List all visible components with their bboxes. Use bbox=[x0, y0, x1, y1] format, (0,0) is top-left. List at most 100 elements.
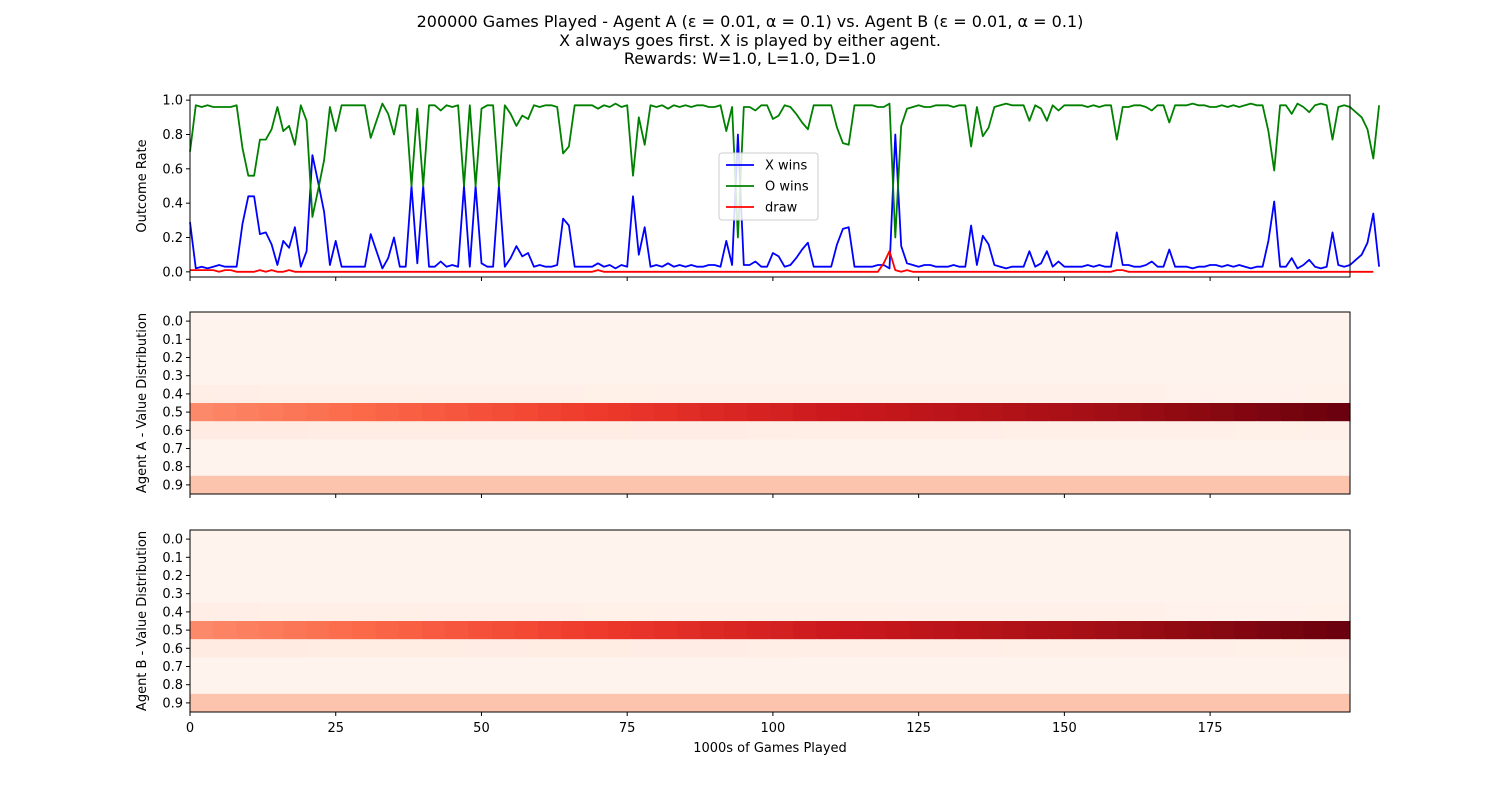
agent-a-cell-row-0.6 bbox=[932, 421, 957, 440]
agent-a-cell-row-0.5 bbox=[538, 403, 562, 422]
agent-a-cell-row-0.5 bbox=[723, 403, 748, 422]
agent-b-cell-row-0.6 bbox=[445, 639, 469, 658]
y-tick-label: 0.8 bbox=[162, 678, 183, 693]
agent-a-cell-row-0.5 bbox=[329, 403, 353, 422]
agent-b-cell-row-0.5 bbox=[259, 621, 284, 640]
agent-a-cell-row-0.4 bbox=[1326, 384, 1351, 404]
agent-b-cell-row-0.5 bbox=[213, 621, 237, 640]
agent-b-cell-row-0.6 bbox=[259, 639, 284, 658]
outcome-y-axis-label: Outcome Rate bbox=[135, 139, 150, 232]
agent-b-cell-row-0.4 bbox=[514, 602, 539, 622]
x-tick-label: 25 bbox=[327, 721, 344, 736]
agent-b-cell-row-0.4 bbox=[1280, 602, 1305, 622]
agent-b-cell-row-0.0 bbox=[190, 530, 1350, 549]
agent-b-value-panel: 0.0 0.1 0.2 0.3 0.4 0.5 0.6 0.7 0.8 0.90 25 50 75 100… bbox=[135, 529, 1351, 756]
agent-b-cell-row-0.6 bbox=[1210, 639, 1235, 658]
agent-a-cell-row-0.5 bbox=[677, 403, 701, 422]
y-tick-label: 0.8 bbox=[162, 460, 183, 475]
agent-b-cell-row-0.5 bbox=[1002, 621, 1026, 640]
agent-b-cell-row-0.4 bbox=[1326, 602, 1351, 622]
agent-b-cell-row-0.4 bbox=[491, 602, 516, 622]
agent-a-cell-row-0.5 bbox=[491, 403, 516, 422]
agent-a-cell-row-0.6 bbox=[607, 421, 632, 440]
agent-b-cell-row-0.5 bbox=[422, 621, 446, 640]
agent-a-cell-row-0.6 bbox=[1303, 421, 1328, 440]
agent-a-cell-row-0.6 bbox=[630, 421, 655, 440]
y-tick-label: 0.3 bbox=[162, 369, 183, 384]
agent-a-cell-row-0.6 bbox=[190, 421, 214, 440]
agent-b-cell-row-0.5 bbox=[445, 621, 469, 640]
agent-b-cell-row-0.6 bbox=[584, 639, 609, 658]
agent-a-cell-row-0.5 bbox=[770, 403, 794, 422]
y-tick-label: 0.7 bbox=[162, 442, 183, 457]
agent-a-cell-row-0.5 bbox=[978, 403, 1003, 422]
agent-a-cell-row-0.5 bbox=[236, 403, 261, 422]
agent-a-cell-row-0.6 bbox=[1234, 421, 1258, 440]
agent-a-cell-row-0.6 bbox=[561, 421, 585, 440]
y-tick-label: 0.6 bbox=[162, 424, 183, 439]
agent-b-cell-row-0.5 bbox=[932, 621, 957, 640]
agent-a-cell-row-0.6 bbox=[259, 421, 284, 440]
agent-a-cell-row-0.4 bbox=[1002, 384, 1026, 404]
agent-a-cell-row-0.5 bbox=[1326, 403, 1351, 422]
agent-a-cell-row-0.4 bbox=[607, 384, 632, 404]
agent-b-cell-row-0.4 bbox=[1210, 602, 1235, 622]
agent-b-cell-row-0.5 bbox=[1234, 621, 1258, 640]
agent-b-cell-row-0.4 bbox=[398, 602, 423, 622]
x-tick-label: 100 bbox=[761, 721, 786, 736]
legend-box bbox=[718, 152, 819, 221]
agent-b-cell-row-0.6 bbox=[1234, 639, 1258, 658]
agent-a-cell-row-0.4 bbox=[352, 384, 377, 404]
agent-b-cell-row-0.4 bbox=[190, 602, 214, 622]
agent-a-cell-row-0.5 bbox=[1234, 403, 1258, 422]
agent-a-cell-row-0.6 bbox=[909, 421, 933, 440]
agent-b-cell-row-0.4 bbox=[352, 602, 377, 622]
agent-a-cell-row-0.0 bbox=[190, 312, 1350, 331]
agent-b-cell-row-0.5 bbox=[746, 621, 771, 640]
agent-a-cell-row-0.4 bbox=[1141, 384, 1165, 404]
agent-a-cell-row-0.6 bbox=[514, 421, 539, 440]
agent-b-cell-row-0.5 bbox=[839, 621, 864, 640]
y-tick-label: 0.5 bbox=[162, 406, 183, 421]
agent-a-cell-row-0.6 bbox=[1257, 421, 1281, 440]
agent-b-cell-row-0.4 bbox=[1094, 602, 1119, 622]
agent-a-cell-row-0.4 bbox=[1094, 384, 1119, 404]
agent-a-cell-row-0.5 bbox=[514, 403, 539, 422]
agent-b-cell-row-0.6 bbox=[816, 639, 841, 658]
agent-a-cell-row-0.5 bbox=[1094, 403, 1119, 422]
agent-b-cell-row-0.6 bbox=[862, 639, 887, 658]
agent-a-cell-row-0.5 bbox=[793, 403, 817, 422]
agent-a-cell-row-0.6 bbox=[746, 421, 771, 440]
agent-b-cell-row-0.4 bbox=[839, 602, 864, 622]
agent-a-cell-row-0.5 bbox=[816, 403, 841, 422]
agent-a-cell-row-0.5 bbox=[1141, 403, 1165, 422]
y-tick-label: 0.8 bbox=[162, 128, 183, 143]
agent-b-cell-row-0.6 bbox=[422, 639, 446, 658]
agent-b-cell-row-0.4 bbox=[375, 602, 400, 622]
agent-a-cell-row-0.6 bbox=[398, 421, 423, 440]
agent-a-cell-row-0.4 bbox=[862, 384, 887, 404]
agent-a-cell-row-0.6 bbox=[1118, 421, 1142, 440]
y-tick-label: 0.7 bbox=[162, 660, 183, 675]
agent-a-cell-row-0.1 bbox=[190, 330, 1350, 349]
agent-b-cell-row-0.5 bbox=[1048, 621, 1073, 640]
agent-a-cell-row-0.4 bbox=[1164, 384, 1189, 404]
agent-a-cell-row-0.4 bbox=[1234, 384, 1258, 404]
agent-b-cell-row-0.5 bbox=[561, 621, 585, 640]
agent-b-cell-row-0.4 bbox=[862, 602, 887, 622]
agent-a-cell-row-0.6 bbox=[1187, 421, 1212, 440]
agent-a-cell-row-0.5 bbox=[352, 403, 377, 422]
agent-a-cell-row-0.5 bbox=[561, 403, 585, 422]
figure-title-line-3: Rewards: W=1.0, L=1.0, D=1.0 bbox=[623, 49, 877, 68]
agent-b-cell-row-0.4 bbox=[978, 602, 1003, 622]
agent-a-cell-row-0.6 bbox=[422, 421, 446, 440]
agent-b-cell-row-0.6 bbox=[932, 639, 957, 658]
agent-a-cell-row-0.5 bbox=[282, 403, 307, 422]
agent-a-cell-row-0.4 bbox=[839, 384, 864, 404]
agent-b-cell-row-0.6 bbox=[909, 639, 933, 658]
y-tick-label: 0.4 bbox=[162, 387, 183, 402]
agent-a-cell-row-0.4 bbox=[932, 384, 957, 404]
agent-b-cell-row-0.6 bbox=[1002, 639, 1026, 658]
agent-a-cell-row-0.4 bbox=[909, 384, 933, 404]
